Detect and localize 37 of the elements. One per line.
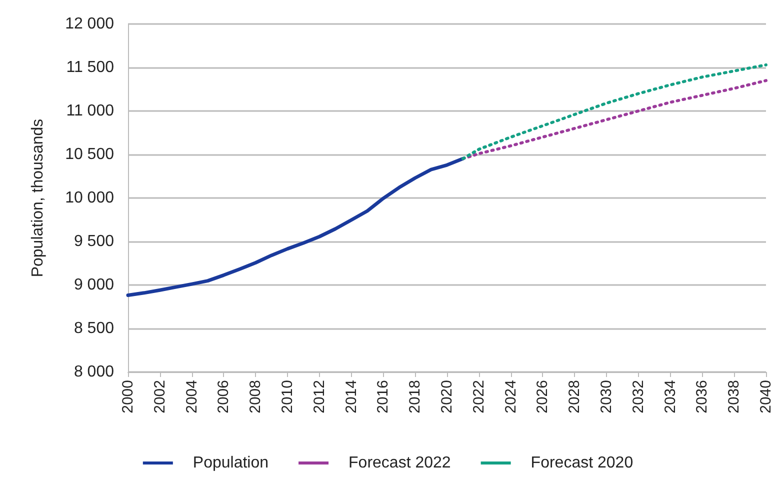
legend-label: Forecast 2022 <box>348 454 451 472</box>
y-tick-label: 11 000 <box>66 102 114 120</box>
x-tick-label: 2010 <box>279 380 296 414</box>
x-tick-label: 2034 <box>662 380 679 414</box>
x-tick-label: 2020 <box>438 380 456 414</box>
x-tick-label: 2038 <box>726 380 743 414</box>
line-series <box>126 156 465 298</box>
x-tick-label: 2002 <box>151 380 168 414</box>
x-tick-label: 2028 <box>566 380 584 414</box>
y-tick-label: 9 000 <box>74 276 114 294</box>
x-tick-label: 2016 <box>374 380 392 414</box>
x-tick-label: 2022 <box>470 380 488 414</box>
line-series <box>461 63 768 160</box>
legend-label: Forecast 2020 <box>530 454 634 472</box>
x-tick-label: 2036 <box>694 380 711 414</box>
x-tick-label: 2008 <box>247 380 264 414</box>
x-tick-label: 2040 <box>758 380 774 414</box>
y-tick-label: 10 000 <box>65 190 114 206</box>
legend-label: Population <box>192 454 269 472</box>
x-tick-label: 2014 <box>342 380 360 414</box>
x-tick-label: 2032 <box>630 380 647 414</box>
y-tick-label: 10 500 <box>65 146 114 163</box>
x-tick-label: 2026 <box>534 380 552 414</box>
x-tick-label: 2006 <box>215 380 232 414</box>
y-tick-label: 9 500 <box>74 233 114 250</box>
y-tick-label: 11 500 <box>66 59 114 76</box>
x-tick-label: 2030 <box>598 380 615 414</box>
x-tick-label: 2000 <box>120 380 136 414</box>
line-series <box>461 79 768 160</box>
y-axis-title: Population, thousands <box>30 118 46 278</box>
y-tick-label: 8 000 <box>74 364 114 380</box>
x-tick-label: 2012 <box>310 380 328 414</box>
y-tick-label: 8 500 <box>74 320 114 337</box>
x-tick-label: 2018 <box>406 380 424 414</box>
x-tick-label: 2024 <box>502 380 520 414</box>
y-tick-label: 12 000 <box>65 16 114 32</box>
x-tick-label: 2004 <box>183 380 200 414</box>
